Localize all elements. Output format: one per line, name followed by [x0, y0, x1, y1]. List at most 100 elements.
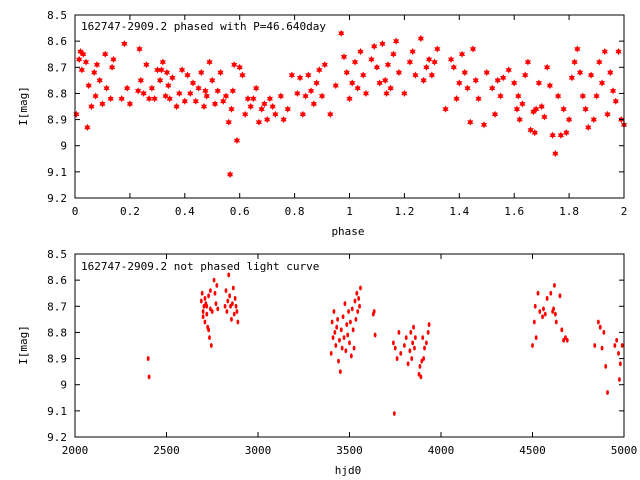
phased-data-point — [401, 89, 408, 98]
unphased-data-point — [335, 324, 339, 330]
phased-x-tick-label: 0.4 — [175, 205, 195, 218]
unphased-data-point — [207, 293, 210, 299]
unphased-data-point — [235, 309, 239, 314]
unphased-plot-title: 162747-2909.2 not phased light curve — [81, 260, 319, 273]
unphased-data-point — [408, 348, 412, 354]
phased-data-point — [557, 131, 564, 139]
phased-data-point — [409, 48, 416, 56]
phased-data-point — [467, 118, 474, 126]
phased-data-point — [217, 68, 224, 77]
unphased-data-point — [372, 309, 376, 314]
phased-data-point — [390, 50, 397, 58]
unphased-plot-ylabel: I[mag] — [17, 325, 30, 365]
unphased-data-point — [553, 311, 557, 317]
phased-data-point — [121, 40, 128, 48]
phased-data-point — [582, 105, 589, 113]
unphased-data-point — [203, 319, 207, 325]
phased-data-point — [108, 63, 116, 71]
phased-data-point — [277, 92, 284, 100]
phased-data-point — [513, 105, 521, 113]
unphased-data-point — [214, 301, 218, 307]
phased-data-point — [568, 74, 575, 82]
unphased-data-point — [349, 353, 353, 359]
unphased-data-point — [331, 335, 335, 341]
phased-data-point — [318, 92, 326, 100]
phased-data-point — [450, 63, 457, 71]
unphased-data-point — [598, 324, 602, 330]
phased-data-point — [483, 68, 490, 77]
unphased-data-point — [343, 301, 347, 307]
unphased-data-point — [215, 282, 219, 288]
phased-data-point — [519, 100, 526, 108]
unphased-data-point — [533, 303, 537, 309]
phased-data-point — [158, 66, 165, 74]
unphased-data-point — [413, 345, 416, 351]
phased-data-point — [393, 37, 400, 45]
phased-data-point — [310, 100, 317, 108]
unphased-data-point — [543, 311, 547, 317]
phased-data-point — [615, 48, 622, 56]
phased-data-point — [229, 87, 236, 95]
phased-data-point — [225, 118, 232, 126]
unphased-y-tick-label: 9.2 — [47, 431, 67, 444]
unphased-data-point — [536, 290, 540, 296]
phased-data-point — [148, 84, 155, 92]
unphased-data-point — [338, 337, 341, 343]
unphased-plot-xlabel: hjd0 — [335, 464, 362, 477]
unphased-data-point — [373, 332, 377, 338]
unphased-data-point — [359, 285, 362, 291]
unphased-data-point — [232, 311, 236, 317]
unphased-data-point — [339, 327, 343, 333]
unphased-data-point — [345, 322, 349, 327]
unphased-data-point — [565, 337, 569, 343]
phased-data-point — [307, 87, 315, 95]
unphased-data-point — [230, 301, 234, 307]
unphased-data-point — [422, 356, 426, 361]
phased-data-point — [609, 87, 617, 95]
unphased-data-point — [426, 330, 430, 335]
phased-data-point — [198, 68, 205, 77]
phased-data-point — [80, 50, 87, 58]
phased-data-point — [102, 50, 109, 58]
phased-data-point — [384, 61, 392, 69]
unphased-data-point — [332, 309, 336, 314]
unphased-data-point — [209, 288, 212, 293]
unphased-data-point — [205, 303, 209, 309]
unphased-data-point — [615, 337, 619, 343]
phased-data-point — [242, 110, 249, 118]
phased-data-point — [305, 71, 312, 79]
unphased-y-tick-label: 9 — [60, 379, 67, 392]
phased-data-point — [294, 89, 301, 98]
phased-data-point — [163, 68, 171, 77]
phased-data-point — [189, 79, 197, 87]
phased-data-point — [332, 81, 339, 90]
phased-data-point — [368, 55, 375, 64]
phased-data-point — [420, 76, 427, 84]
phased-data-point — [546, 81, 553, 90]
unphased-data-point — [545, 296, 549, 301]
phased-data-point — [560, 105, 567, 113]
phased-data-point — [511, 79, 518, 87]
phased-data-point — [299, 110, 306, 118]
phased-data-point — [244, 95, 252, 103]
phased-data-point — [266, 95, 274, 103]
unphased-data-point — [534, 335, 538, 341]
unphased-y-tick-label: 9.1 — [47, 405, 67, 418]
unphased-data-point — [549, 290, 553, 296]
unphased-data-point — [538, 309, 542, 314]
phased-data-point — [255, 118, 263, 126]
unphased-y-tick-label: 8.8 — [47, 326, 67, 339]
phased-data-point — [313, 79, 320, 87]
phased-data-point — [535, 79, 543, 87]
phased-data-point — [228, 105, 235, 113]
phased-y-tick-label: 9.1 — [47, 166, 67, 179]
phased-data-point — [544, 63, 551, 71]
phased-data-point — [590, 115, 597, 124]
phased-data-point — [140, 89, 147, 98]
phased-data-point — [607, 68, 614, 77]
phased-data-point — [151, 95, 158, 103]
phased-data-point — [598, 79, 606, 87]
unphased-y-tick-label: 8.7 — [47, 300, 67, 313]
phased-data-point — [103, 84, 110, 92]
phased-data-point — [143, 61, 150, 69]
